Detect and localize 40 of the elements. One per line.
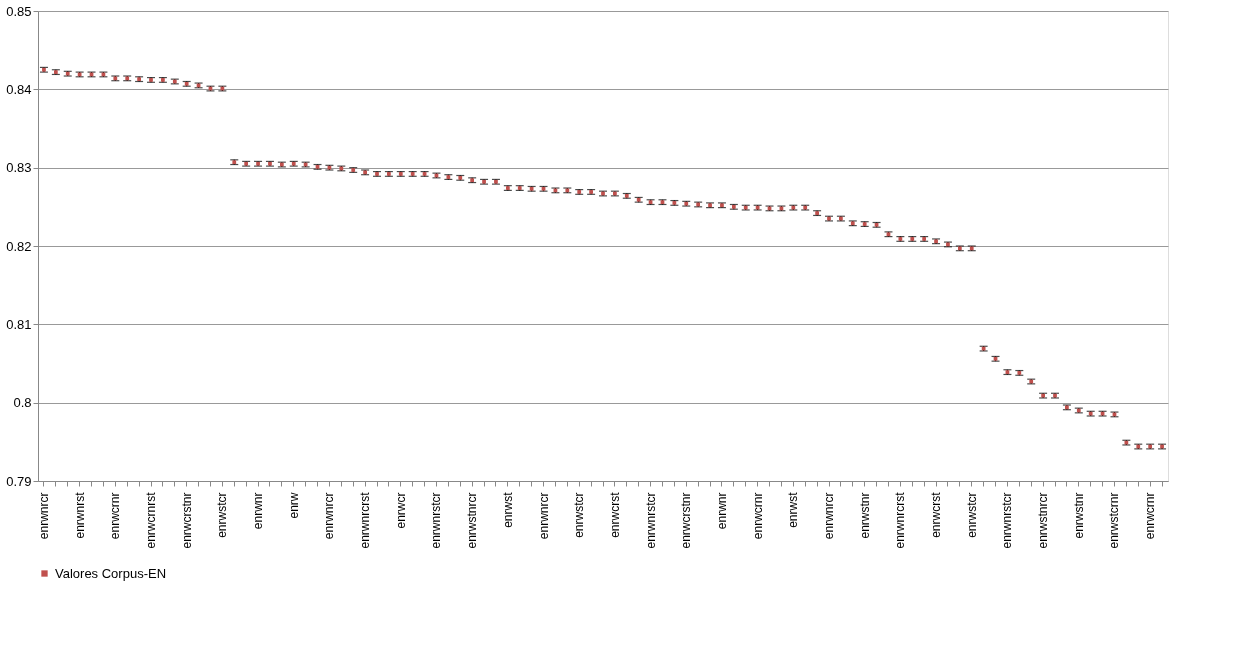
x-tick-label: enrwnrcr — [536, 492, 551, 540]
x-tick-label: enrwcr — [393, 492, 408, 529]
x-tick-label: enrwnrcrst — [893, 491, 908, 549]
legend-label: Valores Corpus-EN — [55, 565, 167, 581]
x-tick-label: enrwnrcr — [822, 492, 836, 540]
x-tick-label: enrwstnrcr — [465, 492, 480, 549]
x-tick-label: enrwcrnr — [750, 492, 765, 540]
x-tick-label: enrwstcr — [964, 492, 979, 538]
x-tick-label: enrwnrstcr — [1000, 492, 1015, 549]
x-tick-label: enrwnr — [714, 492, 729, 530]
x-tick-label: enrwst — [500, 491, 515, 528]
x-tick-label: enrwnrcrst — [358, 491, 373, 549]
y-tick-label: 0.82 — [6, 238, 32, 254]
x-tick-label: enrw — [286, 492, 301, 519]
y-tick-label: 0.81 — [6, 316, 32, 332]
x-tick-label: enrwst — [786, 491, 801, 528]
x-tick-label: enrwnrstcr — [643, 492, 658, 549]
x-tick-label: enrwcrstnr — [679, 492, 694, 549]
x-tick-label: enrwnrst — [72, 491, 87, 539]
x-tick-label: enrwstcrnr — [1107, 492, 1122, 549]
x-tick-label: enrwcrnrst — [144, 491, 158, 549]
x-tick-label: enrwnrcr — [322, 492, 337, 540]
x-tick-label: enrwstcr — [572, 492, 587, 538]
x-tick-label: enrwcrnr — [108, 492, 123, 540]
x-tick-label: enrwstnrcr — [1036, 492, 1051, 549]
x-tick-label: enrwcrstnr — [179, 492, 194, 549]
y-tick-label: 0.83 — [6, 160, 32, 176]
x-tick-label: enrwstnr — [857, 492, 872, 539]
x-tick-label: enrwcrst — [929, 491, 944, 538]
y-tick-label: 0.85 — [6, 3, 32, 19]
y-tick-label: 0.79 — [6, 473, 32, 489]
x-tick-label: enrwnrstcr — [429, 492, 444, 549]
x-tick-label: enrwnr — [251, 492, 266, 530]
y-tick-label: 0.84 — [6, 81, 32, 97]
x-tick-label: enrwcrst — [607, 491, 622, 538]
x-tick-label: enrwstcr — [215, 492, 230, 538]
x-tick-label: enrwstnr — [1071, 492, 1086, 539]
x-tick-label: enrwnrcr — [36, 492, 51, 540]
x-tick-label: enrwcrnr — [1143, 492, 1158, 540]
y-tick-label: 0.8 — [13, 395, 32, 411]
